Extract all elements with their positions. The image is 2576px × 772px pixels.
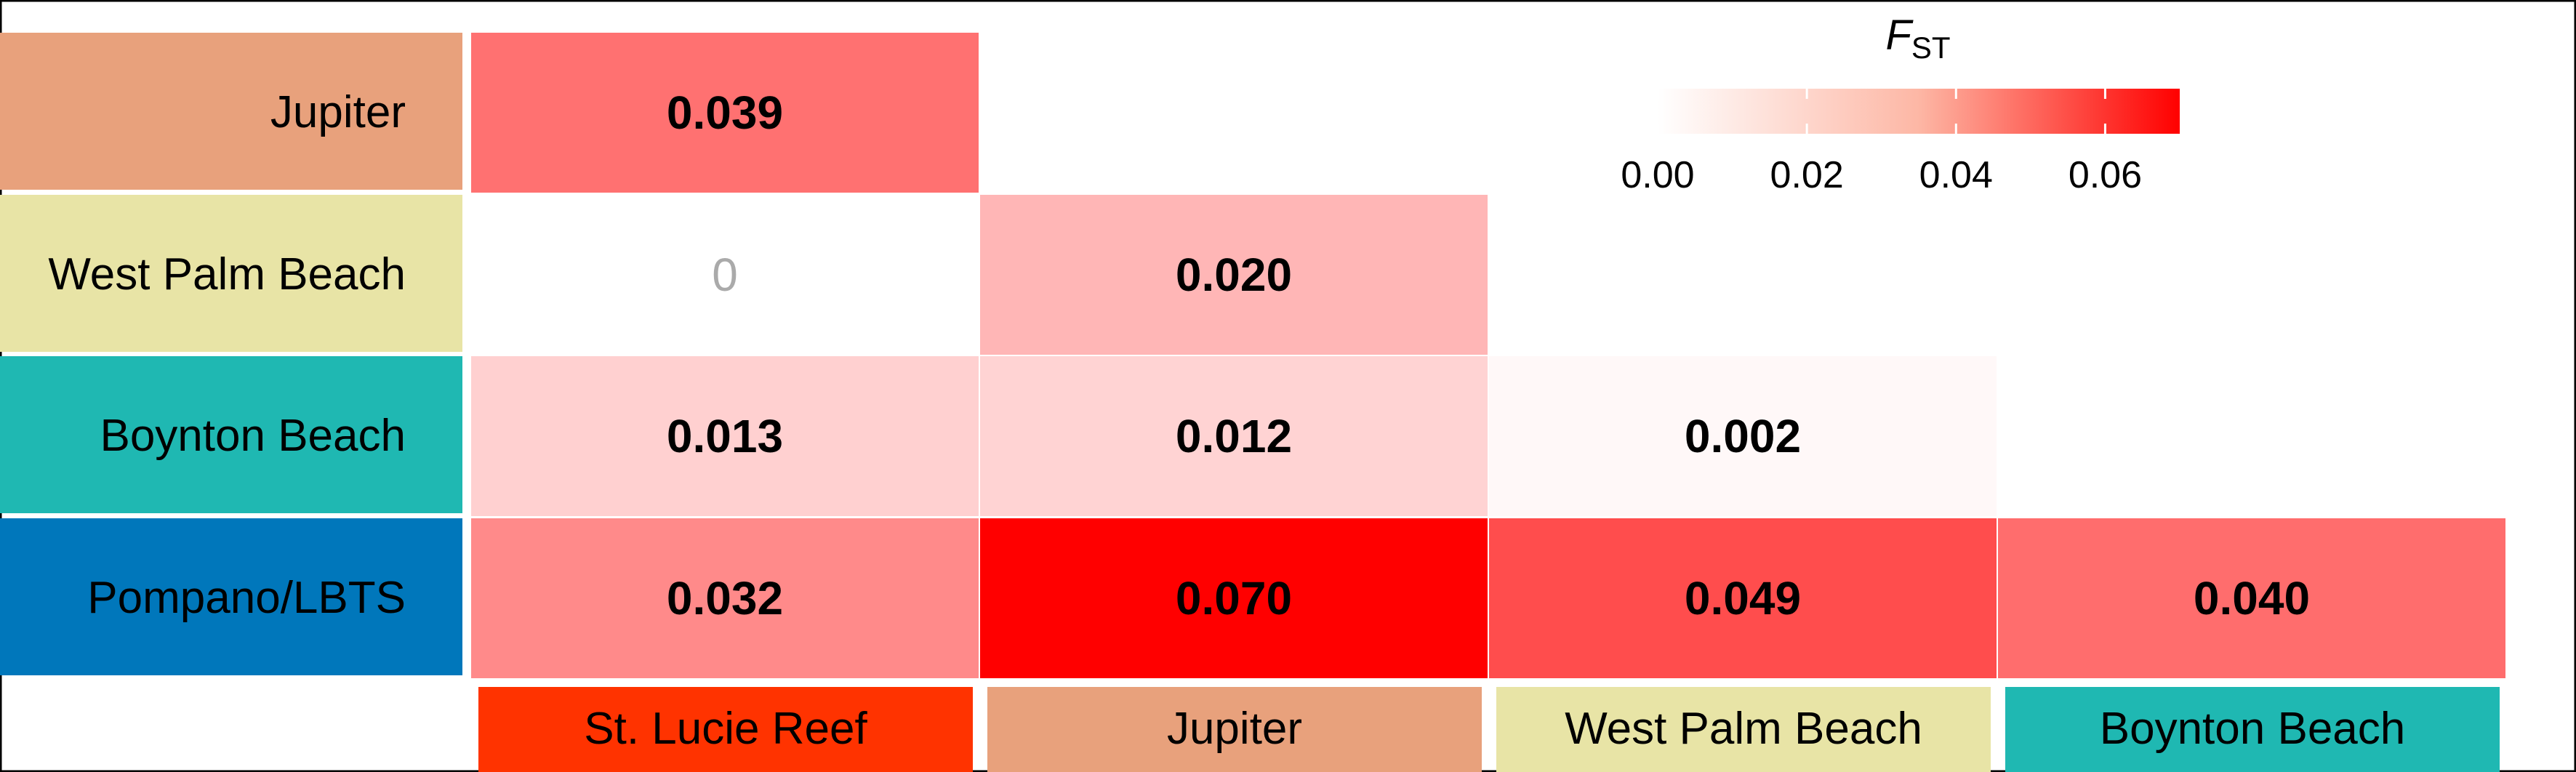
cell-value-label: 0.039 (667, 87, 783, 139)
heatmap-cell (471, 195, 979, 355)
cell-r2-c2: 0.002 (1489, 356, 1997, 516)
cell-value-label: 0.012 (1176, 410, 1292, 462)
heatmap-cell (980, 195, 1488, 355)
cell-r2-c0: 0.013 (471, 356, 979, 516)
cell-value-label: 0.070 (1176, 572, 1292, 624)
cell-value-label: 0.032 (667, 572, 783, 624)
column-label-text: Jupiter (1167, 704, 1302, 754)
legend-colorbar (1658, 89, 2180, 134)
cell-r1-c0: 0 (471, 195, 979, 355)
heatmap-cell (471, 518, 979, 678)
cell-r0-c0: 0.039 (471, 33, 979, 193)
column-label-jupiter: Jupiter (987, 687, 1482, 772)
row-label-text: Jupiter (270, 87, 406, 137)
legend-tick-label: 0.04 (1919, 154, 1993, 196)
column-label-background (478, 687, 973, 772)
row-label-background (0, 518, 462, 675)
column-label-text: St. Lucie Reef (584, 704, 867, 754)
legend-tick-label: 0.02 (1770, 154, 1844, 196)
row-label-jupiter: Jupiter (0, 33, 462, 190)
heatmap-cell (1998, 518, 2505, 678)
column-labels: St. Lucie Reef Jupiter West Palm Beach Boyn… (478, 687, 2500, 772)
column-label-st-lucie-reef: St. Lucie Reef (478, 687, 973, 772)
column-label-text: Boynton Beach (2100, 704, 2406, 754)
row-labels: Jupiter West Palm Beach Boynton Beach Pompa… (0, 33, 462, 675)
legend-title-main: F (1885, 12, 1914, 59)
cell-value-label: 0.020 (1176, 249, 1292, 301)
legend-title-subscript: ST (1911, 31, 1951, 65)
heatmap-cell (471, 33, 979, 193)
column-label-west-palm-beach: West Palm Beach (1496, 687, 1991, 772)
cell-r3-c3: 0.040 (1998, 518, 2505, 678)
legend-tick-label: 0.00 (1621, 154, 1694, 196)
cell-value-label: 0 (712, 249, 738, 301)
column-label-background (987, 687, 1482, 772)
column-label-text: West Palm Beach (1565, 704, 1922, 754)
legend-tick-label: 0.06 (2069, 154, 2142, 196)
row-label-background (0, 356, 462, 513)
heatmap-cells: 0.039 0 0.020 0.013 0.012 0.002 0.032 0.070 0.04… (471, 33, 2505, 678)
legend: FST 0.00 0.02 0.04 0.06 (1621, 12, 2180, 196)
row-label-background (0, 33, 462, 190)
cell-value-label: 0.013 (667, 410, 783, 462)
heatmap-cell (980, 518, 1488, 678)
cell-r3-c0: 0.032 (471, 518, 979, 678)
row-label-text: Boynton Beach (100, 411, 406, 461)
legend-title: FST (1885, 12, 1950, 65)
heatmap-cell (980, 356, 1488, 516)
cell-value-label: 0.040 (2194, 572, 2310, 624)
heatmap-cell (1489, 518, 1997, 678)
row-label-text: West Palm Beach (48, 249, 406, 299)
cell-r3-c1: 0.070 (980, 518, 1488, 678)
row-label-boynton-beach: Boynton Beach (0, 356, 462, 513)
column-label-background (1496, 687, 1991, 772)
cell-value-label: 0.002 (1685, 410, 1801, 462)
heatmap-cell (471, 356, 979, 516)
heatmap-cell (1489, 356, 1997, 516)
column-label-boynton-beach: Boynton Beach (2005, 687, 2500, 772)
cell-r3-c2: 0.049 (1489, 518, 1997, 678)
cell-r1-c1: 0.020 (980, 195, 1488, 355)
cell-r2-c1: 0.012 (980, 356, 1488, 516)
row-label-text: Pompano/LBTS (87, 573, 406, 623)
cell-value-label: 0.049 (1685, 572, 1801, 624)
column-label-background (2005, 687, 2500, 772)
row-label-west-palm-beach: West Palm Beach (0, 195, 462, 352)
row-label-pompano-lbts: Pompano/LBTS (0, 518, 462, 675)
row-label-background (0, 195, 462, 352)
